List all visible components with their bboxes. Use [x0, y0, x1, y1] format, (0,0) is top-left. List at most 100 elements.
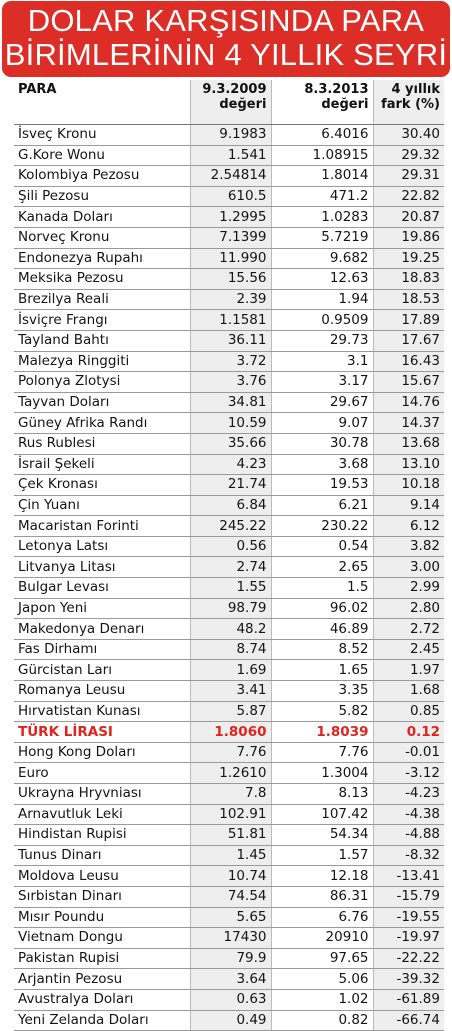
value-2013: 3.68 — [271, 454, 373, 476]
value-2013: 7.76 — [271, 742, 373, 764]
header-value-2013: 8.3.2013 değeri — [271, 80, 373, 125]
value-2013: 19.53 — [271, 474, 373, 496]
change-percent: 30.40 — [372, 124, 444, 146]
value-2009: 74.54 — [189, 886, 272, 908]
currency-name: Kanada Doları — [14, 206, 190, 228]
value-2009: 7.8 — [189, 783, 272, 805]
value-2009: 98.79 — [189, 598, 272, 620]
currency-name: Polonya Zlotysi — [14, 371, 190, 393]
value-2009: 15.56 — [189, 268, 272, 290]
header-value-2009-line2: değeri — [219, 97, 267, 112]
currency-name: Arjantin Pezosu — [14, 968, 190, 990]
table-row: G.Kore Wonu 1.541 1.08915 29.32 — [14, 145, 444, 167]
value-2009: 51.81 — [189, 824, 272, 846]
value-2013: 86.31 — [271, 886, 373, 908]
value-2013: 1.65 — [271, 659, 373, 682]
value-2009: 5.65 — [189, 907, 272, 929]
change-percent: 16.43 — [372, 351, 444, 373]
value-2013: 3.17 — [271, 371, 373, 393]
value-2013: 0.54 — [271, 536, 373, 558]
currency-name: Litvanya Litası — [14, 556, 190, 579]
value-2013: 0.9509 — [271, 309, 373, 331]
change-percent: 10.18 — [372, 474, 444, 496]
value-2009: 6.84 — [189, 495, 272, 517]
value-2009: 79.9 — [189, 948, 272, 970]
currency-name: Japon Yeni — [14, 598, 190, 620]
header-change-line1: 4 yıllık — [391, 82, 440, 97]
change-percent: 6.12 — [372, 515, 444, 537]
value-2009: 1.2610 — [189, 762, 272, 784]
value-2009: 3.76 — [189, 371, 272, 393]
value-2013: 1.02 — [271, 989, 373, 1011]
currency-name: Norveç Kronu — [14, 227, 190, 249]
change-percent: 2.72 — [372, 618, 444, 640]
table-row: Hong Kong Doları 7.76 7.76 -0.01 — [14, 742, 444, 764]
change-percent: -22.22 — [372, 948, 444, 970]
currency-name: Letonya Latsı — [14, 536, 190, 558]
value-2013: 54.34 — [271, 824, 373, 846]
value-2013: 9.682 — [271, 248, 373, 270]
currency-name: Rus Rublesi — [14, 433, 190, 455]
currency-name: Hong Kong Doları — [14, 742, 190, 764]
change-percent: 0.12 — [372, 721, 444, 743]
currency-name: Tunus Dinarı — [14, 845, 190, 867]
change-percent: -4.23 — [372, 783, 444, 805]
currency-name: Çek Kronası — [14, 474, 190, 496]
table-row: Güney Afrika Randı 10.59 9.07 14.37 — [14, 412, 444, 434]
value-2009: 1.8060 — [189, 721, 272, 743]
value-2009: 36.11 — [189, 330, 272, 352]
table-row: Brezilya Reali 2.39 1.94 18.53 — [14, 289, 444, 311]
currency-name: Bulgar Levası — [14, 577, 190, 599]
change-percent: 3.00 — [372, 556, 444, 579]
change-percent: 17.89 — [372, 309, 444, 331]
currency-name: Yeni Zelanda Doları — [14, 1010, 190, 1031]
table-row: İsrail Şekeli 4.23 3.68 13.10 — [14, 454, 444, 476]
change-percent: 18.83 — [372, 268, 444, 290]
value-2009: 1.69 — [189, 659, 272, 682]
change-percent: 0.85 — [372, 701, 444, 723]
table-row: Euro 1.2610 1.3004 -3.12 — [14, 762, 444, 784]
change-percent: 9.14 — [372, 495, 444, 517]
value-2013: 6.76 — [271, 907, 373, 929]
value-2009: 0.49 — [189, 1010, 272, 1031]
header-currency: PARA — [14, 80, 190, 125]
table-row: Japon Yeni 98.79 96.02 2.80 — [14, 598, 444, 620]
table-row: Vietnam Dongu 17430 20910 -19.97 — [14, 927, 444, 949]
currency-name: Endonezya Rupahı — [14, 248, 190, 270]
currency-name: Çin Yuanı — [14, 495, 190, 517]
table-row: Sırbistan Dinarı 74.54 86.31 -15.79 — [14, 886, 444, 908]
value-2013: 96.02 — [271, 598, 373, 620]
change-percent: 13.10 — [372, 454, 444, 476]
table-body: İsveç Kronu 9.1983 6.4016 30.40 G.Kore Wonu 1… — [14, 124, 444, 1031]
change-percent: -3.12 — [372, 762, 444, 784]
header-value-2009: 9.3.2009 değeri — [189, 80, 272, 125]
value-2013: 5.06 — [271, 968, 373, 990]
value-2009: 7.1399 — [189, 227, 272, 249]
value-2013: 1.0283 — [271, 206, 373, 228]
table-row: Rus Rublesi 35.66 30.78 13.68 — [14, 433, 444, 455]
change-percent: -4.38 — [372, 804, 444, 826]
value-2013: 0.82 — [271, 1010, 373, 1031]
value-2009: 9.1983 — [189, 124, 272, 146]
value-2013: 97.65 — [271, 948, 373, 970]
table-row: Polonya Zlotysi 3.76 3.17 15.67 — [14, 371, 444, 393]
change-percent: 2.80 — [372, 598, 444, 620]
currency-name: Kolombiya Pezosu — [14, 165, 190, 187]
currency-name: Macaristan Forinti — [14, 515, 190, 537]
currency-table-container: PARA 9.3.2009 değeri 8.3.2013 değeri 4 y… — [14, 80, 444, 1031]
currency-name: Mısır Poundu — [14, 907, 190, 929]
value-2013: 12.18 — [271, 865, 373, 887]
table-row: Pakistan Rupisi 79.9 97.65 -22.22 — [14, 948, 444, 970]
change-percent: -39.32 — [372, 968, 444, 990]
value-2013: 3.1 — [271, 351, 373, 373]
value-2009: 3.72 — [189, 351, 272, 373]
change-percent: 20.87 — [372, 206, 444, 228]
value-2013: 1.94 — [271, 289, 373, 311]
value-2013: 46.89 — [271, 618, 373, 640]
table-row: Norveç Kronu 7.1399 5.7219 19.86 — [14, 227, 444, 249]
change-percent: -8.32 — [372, 845, 444, 867]
currency-name: Tayvan Doları — [14, 392, 190, 414]
value-2013: 1.5 — [271, 577, 373, 599]
table-header-row: PARA 9.3.2009 değeri 8.3.2013 değeri 4 y… — [14, 80, 444, 125]
